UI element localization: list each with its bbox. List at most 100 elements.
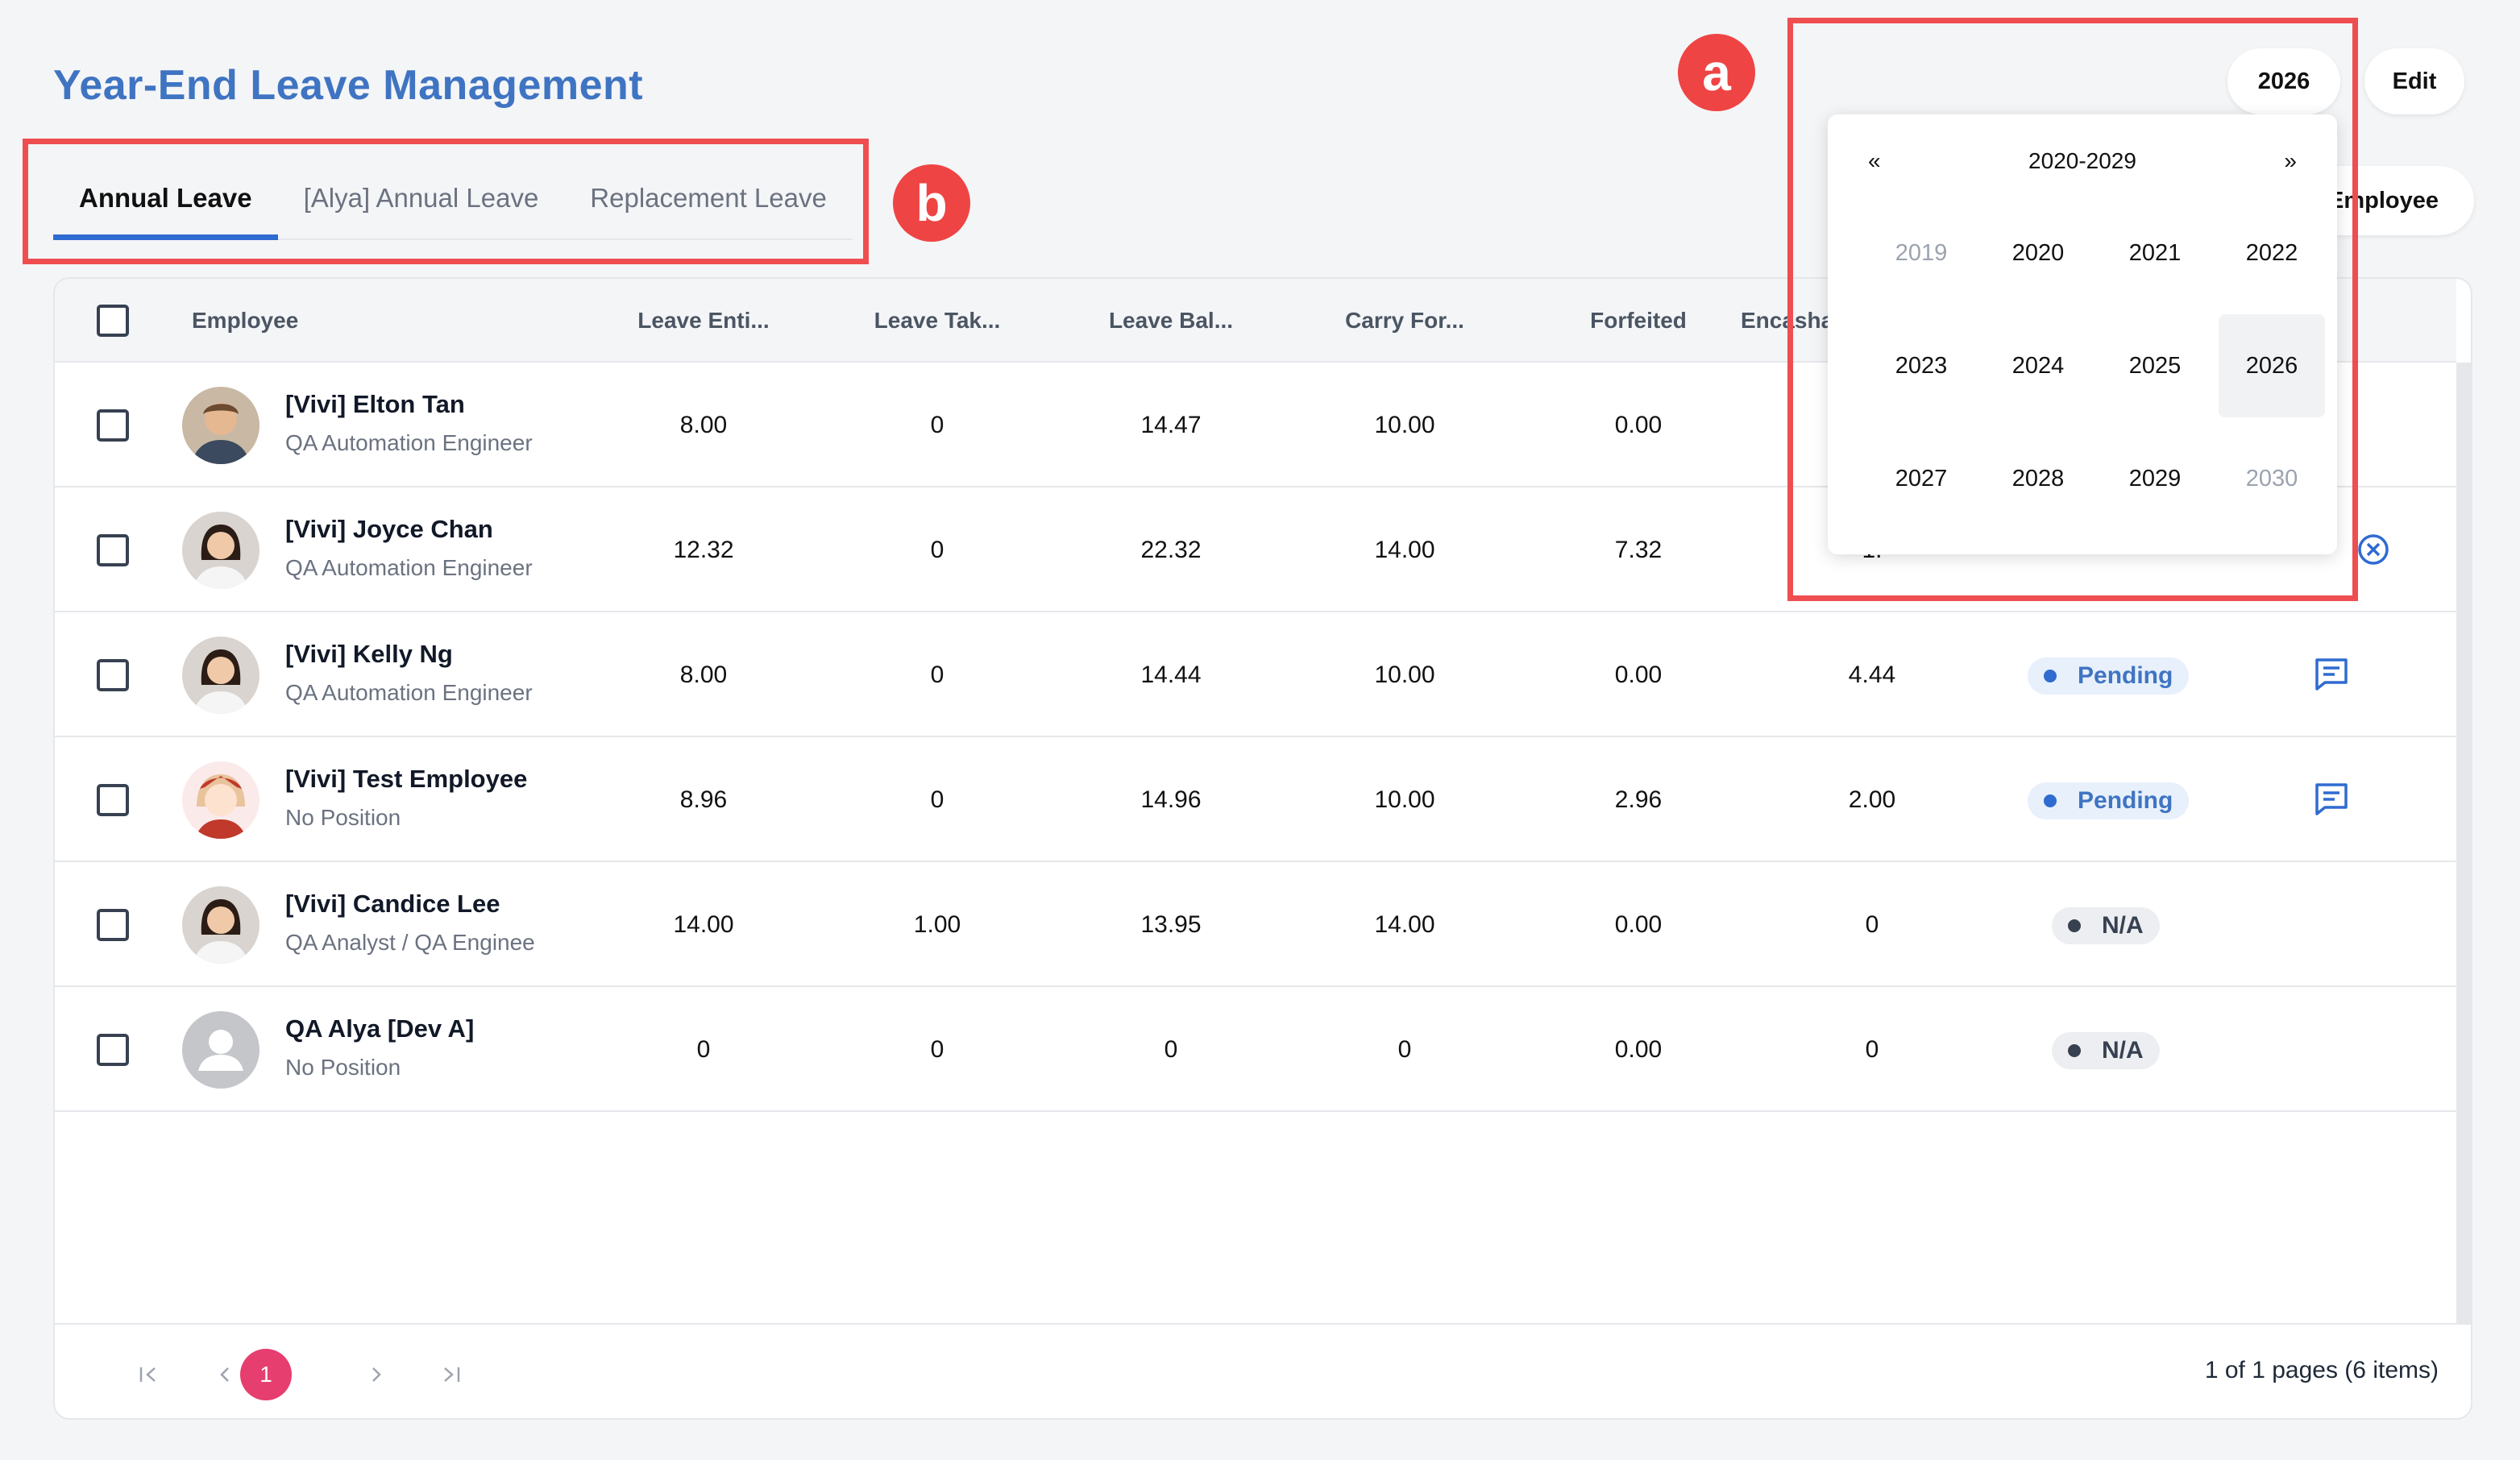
cell-entitlement: 8.96 xyxy=(679,786,728,813)
annotation-label-b: b xyxy=(893,164,970,242)
year-option[interactable]: 2024 xyxy=(2011,352,2065,379)
year-option[interactable]: 2030 xyxy=(2245,465,2298,492)
header-leave-balance[interactable]: Leave Bal... xyxy=(1108,308,1234,333)
year-option[interactable]: 2022 xyxy=(2245,239,2298,266)
cell-taken: 0 xyxy=(930,536,944,563)
last-page-icon[interactable] xyxy=(432,1355,471,1394)
year-option[interactable]: 2021 xyxy=(2128,239,2182,266)
header-encashment[interactable]: Encasha xyxy=(1741,308,1834,333)
next-page-icon[interactable] xyxy=(356,1355,395,1394)
status-badge: Pending xyxy=(2028,657,2190,695)
cell-forfeited: 0.00 xyxy=(1614,1035,1663,1063)
comment-icon[interactable] xyxy=(2313,781,2350,818)
table-row[interactable]: [Vivi] Candice Lee QA Analyst / QA Engine… xyxy=(55,862,2456,987)
avatar xyxy=(182,512,259,589)
employee-position: No Position xyxy=(285,805,401,830)
year-picker-dropdown: 2020-2029 « » 2019 2020 2021 2022 2023 2024 20… xyxy=(1828,114,2337,554)
row-checkbox[interactable] xyxy=(97,1034,129,1066)
cell-taken: 0 xyxy=(930,786,944,813)
row-checkbox[interactable] xyxy=(97,909,129,941)
year-selector-button[interactable]: 2026 xyxy=(2227,48,2340,114)
year-range-label[interactable]: 2020-2029 xyxy=(2028,148,2136,173)
comment-icon[interactable] xyxy=(2313,656,2350,693)
row-checkbox[interactable] xyxy=(97,659,129,691)
employee-position: QA Automation Engineer xyxy=(285,555,533,580)
year-option[interactable]: 2023 xyxy=(1895,352,1948,379)
prev-page-icon[interactable] xyxy=(206,1355,245,1394)
avatar xyxy=(182,637,259,714)
year-option[interactable]: 2028 xyxy=(2011,465,2065,492)
leave-type-tabs: Annual Leave [Alya] Annual Leave Replace… xyxy=(53,158,853,240)
table-row[interactable]: [Vivi] Elton Tan QA Automation Engineer 8.… xyxy=(55,363,2456,487)
tab-alya-annual-leave[interactable]: [Alya] Annual Leave xyxy=(303,183,539,213)
cell-taken: 0 xyxy=(930,1035,944,1063)
select-all-checkbox[interactable] xyxy=(97,305,129,337)
header-forfeited[interactable]: Forfeited xyxy=(1590,308,1687,333)
pagination-bar: 1 1 of 1 pages (6 items) xyxy=(55,1323,2471,1418)
page-title: Year-End Leave Management xyxy=(53,62,644,109)
employee-position: QA Automation Engineer xyxy=(285,680,533,705)
cell-balance: 14.96 xyxy=(1140,786,1202,813)
cell-encashment: 4.44 xyxy=(1848,661,1896,688)
year-option[interactable]: 2027 xyxy=(1895,465,1948,492)
cell-encashment: 0 xyxy=(1865,910,1879,938)
year-option[interactable]: 2025 xyxy=(2128,352,2182,379)
employee-name[interactable]: [Vivi] Elton Tan xyxy=(285,390,465,418)
annotation-box-b xyxy=(23,139,869,264)
header-leave-entitlement[interactable]: Leave Enti... xyxy=(637,308,770,333)
year-option[interactable]: 2020 xyxy=(2011,239,2065,266)
header-employee[interactable]: Employee xyxy=(192,308,299,333)
year-option[interactable]: 2019 xyxy=(1895,239,1948,266)
avatar xyxy=(182,761,259,839)
table-row[interactable]: QA Alya [Dev A] No Position 0 0 0 0 0.00 0 N/A xyxy=(55,987,2456,1112)
cell-entitlement: 12.32 xyxy=(673,536,734,563)
status-badge: Pending xyxy=(2028,782,2190,819)
status-dot-icon xyxy=(2068,919,2081,932)
employee-name[interactable]: [Vivi] Kelly Ng xyxy=(285,640,453,668)
employee-position: QA Automation Engineer xyxy=(285,430,533,455)
year-option[interactable]: 2026 xyxy=(2219,314,2325,417)
header-carry-forward[interactable]: Carry For... xyxy=(1345,308,1464,333)
status-label: N/A xyxy=(2102,912,2144,939)
status-label: Pending xyxy=(2078,662,2173,689)
annotation-label-a: a xyxy=(1678,34,1755,111)
cell-balance: 0 xyxy=(1164,1035,1178,1063)
cell-carry-forward: 10.00 xyxy=(1374,786,1435,813)
annotation-box-a xyxy=(1787,18,2358,601)
cell-balance: 14.44 xyxy=(1140,661,1202,688)
employee-name[interactable]: QA Alya [Dev A] xyxy=(285,1014,475,1043)
employee-name[interactable]: [Vivi] Joyce Chan xyxy=(285,515,493,543)
employee-position: No Position xyxy=(285,1055,401,1080)
employee-position: QA Analyst / QA Enginee xyxy=(285,930,535,955)
vertical-scrollbar[interactable] xyxy=(2456,363,2471,1325)
row-checkbox[interactable] xyxy=(97,534,129,566)
employee-name[interactable]: [Vivi] Test Employee xyxy=(285,765,528,793)
cell-balance: 22.32 xyxy=(1140,536,1202,563)
cell-entitlement: 14.00 xyxy=(673,910,734,938)
reject-icon[interactable] xyxy=(2355,531,2392,568)
cell-carry-forward: 10.00 xyxy=(1374,661,1435,688)
status-label: Pending xyxy=(2078,787,2173,814)
avatar xyxy=(182,1011,259,1089)
employee-name[interactable]: [Vivi] Candice Lee xyxy=(285,890,500,918)
table-row[interactable]: [Vivi] Test Employee No Position 8.96 0 14.9… xyxy=(55,737,2456,862)
tab-replacement-leave[interactable]: Replacement Leave xyxy=(590,183,827,213)
avatar xyxy=(182,886,259,964)
current-page-button[interactable]: 1 xyxy=(240,1349,292,1400)
header-leave-taken[interactable]: Leave Tak... xyxy=(874,308,1001,333)
cell-encashment: 2.00 xyxy=(1848,786,1896,813)
status-dot-icon xyxy=(2044,670,2057,682)
edit-button[interactable]: Edit xyxy=(2364,48,2464,114)
first-page-icon[interactable] xyxy=(129,1355,168,1394)
cell-carry-forward: 0 xyxy=(1397,1035,1412,1063)
year-option[interactable]: 2029 xyxy=(2128,465,2182,492)
cell-forfeited: 0.00 xyxy=(1614,411,1663,438)
tab-annual-leave[interactable]: Annual Leave xyxy=(53,158,278,240)
table-row[interactable]: [Vivi] Kelly Ng QA Automation Engineer 8.0… xyxy=(55,612,2456,737)
row-checkbox[interactable] xyxy=(97,409,129,442)
cell-forfeited: 0.00 xyxy=(1614,910,1663,938)
prev-decade-button[interactable]: « xyxy=(1868,148,1881,173)
row-checkbox[interactable] xyxy=(97,784,129,816)
cell-entitlement: 0 xyxy=(696,1035,711,1063)
next-decade-button[interactable]: » xyxy=(2284,148,2297,173)
